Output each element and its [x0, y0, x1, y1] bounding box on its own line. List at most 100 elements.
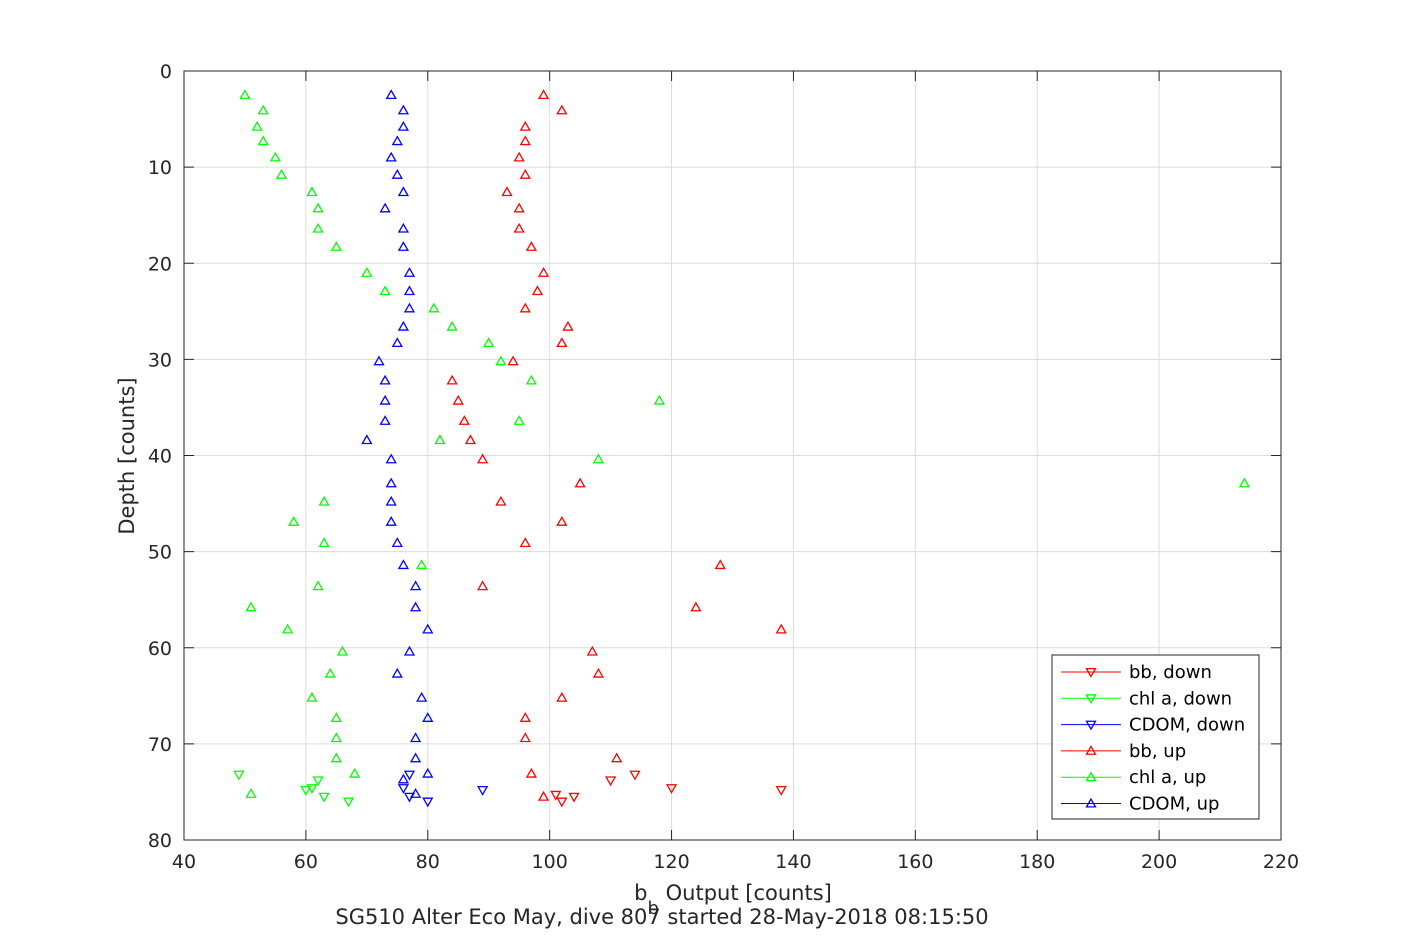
data-point: [403, 770, 416, 781]
data-point: [556, 691, 568, 702]
data-point: [330, 712, 342, 722]
data-point: [403, 267, 416, 277]
data-point: [257, 135, 269, 146]
data-point: [288, 516, 300, 526]
data-point: [495, 355, 507, 366]
data-point: [537, 790, 550, 801]
data-point: [422, 623, 434, 634]
data-point: [306, 691, 318, 702]
legend-entry: chl a, up: [1061, 767, 1206, 788]
legend-label: CDOM, up: [1129, 794, 1219, 815]
data-point: [537, 89, 550, 100]
data-point: [422, 767, 434, 778]
data-point: [556, 516, 568, 526]
series-bb-down: [550, 770, 787, 808]
legend-label: bb, up: [1129, 741, 1186, 762]
data-point: [324, 667, 336, 678]
data-point: [391, 337, 403, 348]
data-point: [592, 453, 605, 464]
legend-entry: bb, up: [1061, 741, 1186, 762]
x-tick-label: 80: [416, 851, 440, 873]
data-point: [379, 374, 391, 385]
data-point: [537, 267, 550, 277]
data-point: [422, 797, 434, 808]
data-point: [379, 285, 391, 296]
series-cdom-up: [361, 89, 434, 798]
data-point: [556, 104, 568, 115]
series-chl-a-down: [233, 770, 355, 808]
legend-marker: [1085, 694, 1097, 705]
data-point: [318, 537, 330, 547]
data-point: [531, 285, 544, 296]
data-point: [251, 120, 263, 131]
data-point: [519, 732, 531, 743]
data-point: [513, 202, 525, 213]
data-point: [391, 169, 403, 179]
data-point: [336, 645, 349, 656]
data-point: [397, 222, 410, 233]
data-point: [507, 355, 519, 366]
data-point: [312, 222, 324, 233]
data-point: [422, 712, 434, 722]
data-point: [464, 434, 477, 445]
data-point: [665, 784, 678, 794]
data-point: [330, 241, 342, 251]
legend-marker: [1085, 745, 1097, 755]
data-point: [483, 337, 495, 348]
data-point: [275, 169, 288, 179]
data-point: [330, 732, 342, 743]
data-point: [556, 337, 568, 348]
x-tick-label: 220: [1263, 851, 1299, 873]
y-tick-label: 30: [148, 349, 172, 371]
data-point: [409, 788, 422, 798]
y-tick-label: 10: [148, 157, 172, 179]
data-point: [391, 537, 403, 547]
data-point: [519, 537, 531, 547]
axis-ticks: 40 60 80 100 120 140 160 180 200 220 0 10 20 30 40 50 60…: [148, 61, 1299, 873]
data-point: [391, 135, 403, 146]
data-point: [416, 691, 428, 702]
legend-marker: [1085, 720, 1097, 731]
legend-entry: bb, down: [1061, 662, 1212, 683]
legend-entry: CDOM, down: [1061, 715, 1245, 736]
data-point: [245, 601, 257, 612]
data-point: [611, 752, 623, 763]
y-axis-title: Depth [counts]: [115, 377, 139, 534]
data-point: [312, 776, 324, 787]
data-point: [562, 320, 574, 331]
data-point: [397, 120, 410, 131]
y-tick-label: 60: [148, 638, 172, 660]
legend-box: [1051, 654, 1260, 820]
data-point: [397, 784, 410, 794]
data-point: [318, 792, 330, 803]
data-point: [361, 267, 373, 277]
data-point: [428, 302, 440, 313]
data-point: [403, 645, 416, 656]
data-point: [477, 453, 489, 464]
data-point: [550, 790, 562, 801]
data-point: [592, 667, 605, 678]
data-point: [306, 784, 318, 794]
data-point: [409, 601, 422, 612]
data-point: [269, 151, 282, 162]
data-point: [385, 151, 397, 162]
data-point: [775, 623, 787, 634]
data-point: [513, 415, 525, 425]
series-bb-up: [446, 89, 787, 801]
data-point: [446, 374, 458, 385]
data-point: [349, 767, 361, 778]
x-tick-label: 140: [775, 851, 811, 873]
x-tick-label: 120: [653, 851, 689, 873]
legend-label: bb, down: [1129, 662, 1212, 683]
x-tick-label: 100: [532, 851, 568, 873]
legend-label: chl a, up: [1129, 767, 1206, 788]
caption: SG510 Alter Eco May, dive 807 started 28…: [335, 905, 988, 929]
data-point: [434, 434, 446, 445]
x-tick-label: 180: [1019, 851, 1055, 873]
data-point: [586, 645, 598, 656]
data-point: [477, 785, 489, 796]
data-point: [690, 601, 702, 612]
data-point: [385, 453, 397, 464]
legend-marker: [1085, 771, 1097, 782]
